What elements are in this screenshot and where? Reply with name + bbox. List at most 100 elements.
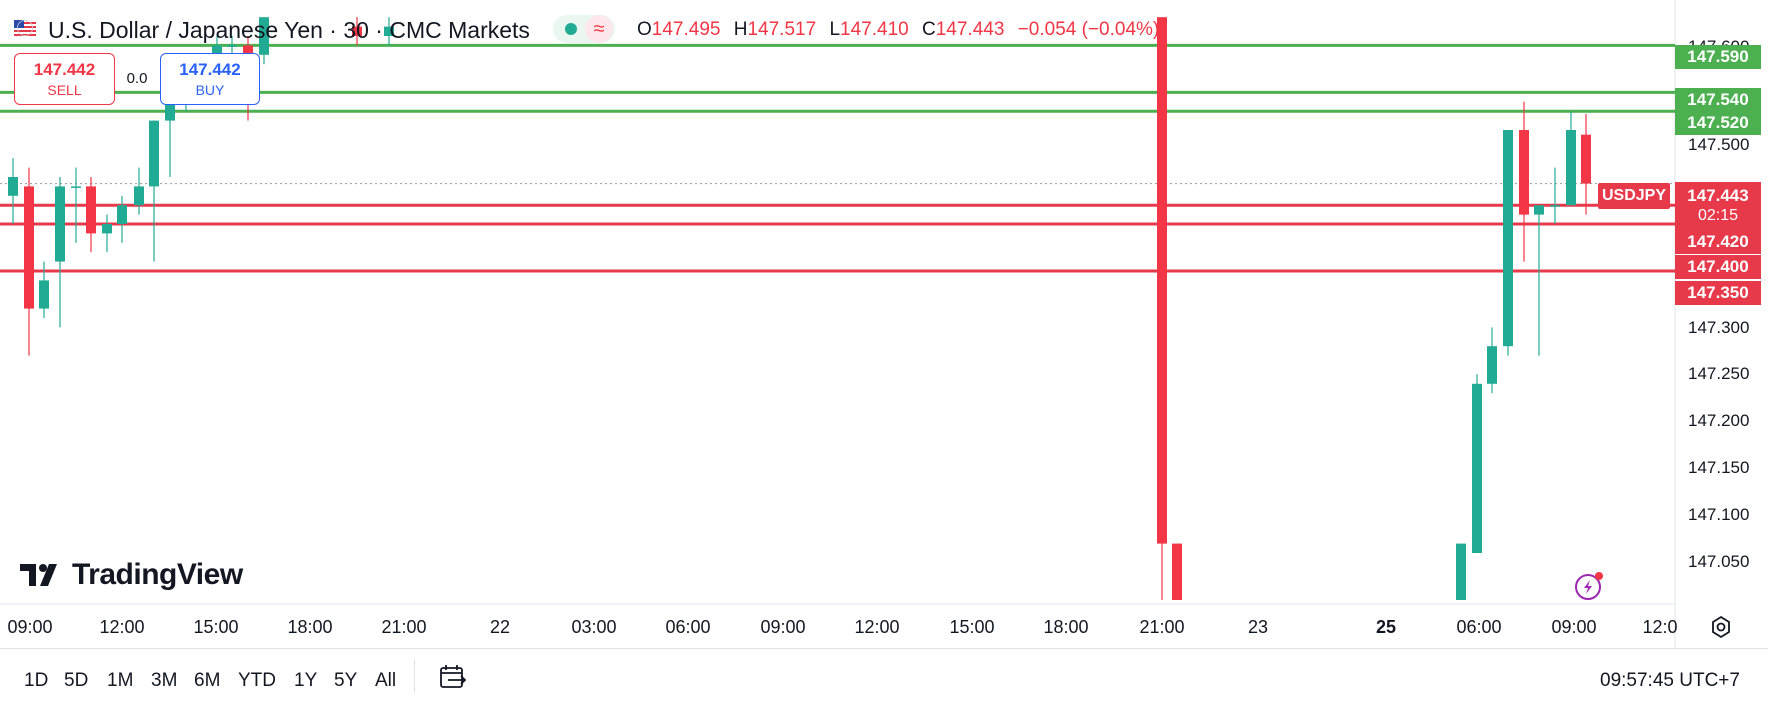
lightning-bolt-icon[interactable] xyxy=(1574,571,1604,601)
time-axis-label: 15:00 xyxy=(193,617,239,637)
change-value: −0.054 (−0.04%) xyxy=(1017,19,1160,40)
support-level-tag[interactable]: 147.350 xyxy=(1675,281,1761,305)
symbol-title[interactable]: U.S. Dollar / Japanese Yen · 30 · CMC Ma… xyxy=(48,17,530,43)
candle-body xyxy=(102,224,112,234)
candle-body xyxy=(1503,130,1513,347)
go-to-date-icon[interactable] xyxy=(438,663,468,691)
time-axis-label: 22 xyxy=(489,617,511,637)
timezone-clock[interactable]: 09:57:45 UTC+7 xyxy=(1600,670,1740,691)
gear-icon[interactable] xyxy=(1708,614,1734,640)
price-axis-label: 147.100 xyxy=(1688,505,1750,524)
resistance-level-tag[interactable]: 147.520 xyxy=(1675,111,1761,135)
range-button-5y[interactable]: 5Y xyxy=(334,670,358,691)
symbol-price-label: USDJPY xyxy=(1598,183,1670,209)
range-button-1m[interactable]: 1M xyxy=(107,670,134,691)
candle-body xyxy=(1487,346,1497,384)
close-label: C xyxy=(922,19,936,40)
high-label: H xyxy=(733,19,748,40)
time-axis-label: 09:00 xyxy=(1551,617,1597,637)
resistance-level-tag[interactable]: 147.590 xyxy=(1675,45,1761,69)
ohlc-legend: O147.495 H147.517 L147.410 C147.443 −0.0… xyxy=(637,19,1159,41)
open-value: 147.495 xyxy=(651,19,721,40)
candle-body xyxy=(1472,383,1482,553)
time-axis-label: 09:00 xyxy=(7,617,53,637)
market-open-dot-icon xyxy=(565,23,577,35)
close-value: 147.443 xyxy=(935,19,1005,40)
candle-body xyxy=(1157,17,1167,544)
chart-header: U.S. Dollar / Japanese Yen · 30 · CMC Ma… xyxy=(0,0,1675,48)
candle-body xyxy=(259,17,269,55)
horizontal-levels xyxy=(0,43,1675,273)
candle-body xyxy=(1566,130,1576,206)
candle-body xyxy=(71,186,81,188)
candle-body xyxy=(24,186,34,309)
market-status[interactable]: ≈ xyxy=(553,15,615,43)
support-level-tag[interactable]: 147.400 xyxy=(1675,255,1761,279)
time-axis-label: 12:0 xyxy=(1642,617,1678,637)
candle-body xyxy=(39,280,49,309)
bar-countdown: 02:15 xyxy=(1697,207,1739,224)
range-button-6m[interactable]: 6M xyxy=(194,670,221,691)
time-axis-label: 15:00 xyxy=(949,617,995,637)
candle-body xyxy=(1550,205,1560,207)
range-button-ytd[interactable]: YTD xyxy=(238,670,276,691)
range-button-5d[interactable]: 5D xyxy=(64,670,89,691)
sell-label: SELL xyxy=(47,82,82,98)
us-flag-icon xyxy=(14,20,36,36)
time-axis-label: 06:00 xyxy=(1456,617,1502,637)
chart-pane[interactable] xyxy=(0,0,1768,648)
spread-value: 0.0 xyxy=(126,70,148,87)
candle-body xyxy=(227,45,237,47)
range-button-3m[interactable]: 3M xyxy=(151,670,178,691)
candle-body xyxy=(352,26,362,36)
open-label: O xyxy=(637,19,652,40)
price-axis-label: 147.300 xyxy=(1688,318,1750,337)
current-price-tag: 147.443 02:15 xyxy=(1675,182,1761,230)
price-axis-label: 147.150 xyxy=(1688,458,1750,477)
candle-body xyxy=(8,177,18,196)
toolbar-divider xyxy=(414,659,415,693)
time-axis-label: 18:00 xyxy=(287,617,333,637)
tradingview-logo-icon xyxy=(20,564,57,586)
price-axis-label: 147.200 xyxy=(1688,411,1750,430)
candle-body xyxy=(384,26,394,36)
candle-body xyxy=(243,45,253,55)
candle-body xyxy=(212,45,222,55)
resistance-level-tag[interactable]: 147.540 xyxy=(1675,88,1761,112)
sell-button[interactable]: 147.442 SELL xyxy=(14,53,115,105)
data-delay-icon[interactable]: ≈ xyxy=(585,15,613,43)
time-axis-label: 21:00 xyxy=(1139,617,1185,637)
candle-body xyxy=(1581,134,1591,184)
range-button-1d[interactable]: 1D xyxy=(24,670,49,691)
candle-body xyxy=(134,186,144,206)
tradingview-logo[interactable]: TradingView xyxy=(20,558,243,592)
time-axis-label: 03:00 xyxy=(571,617,617,637)
candle-body xyxy=(1534,205,1544,215)
candle-body xyxy=(117,205,127,224)
range-button-1y[interactable]: 1Y xyxy=(294,670,318,691)
range-button-all[interactable]: All xyxy=(375,670,397,691)
candle-body xyxy=(1519,130,1529,215)
buy-button[interactable]: 147.442 BUY xyxy=(160,53,260,105)
high-value: 147.517 xyxy=(747,19,817,40)
time-axis-label: 21:00 xyxy=(381,617,427,637)
candle-body xyxy=(86,186,96,234)
current-price: 147.443 xyxy=(1687,186,1749,205)
time-axis-label: 12:00 xyxy=(854,617,900,637)
time-axis-label: 23 xyxy=(1247,617,1269,637)
candle-body xyxy=(1172,543,1182,600)
time-axis-label: 12:00 xyxy=(99,617,145,637)
candle-body xyxy=(149,120,159,187)
buy-price: 147.442 xyxy=(179,60,241,79)
candle-body xyxy=(55,186,65,262)
low-label: L xyxy=(829,19,841,40)
bottom-toolbar xyxy=(0,648,1768,706)
time-axis-label: 06:00 xyxy=(665,617,711,637)
price-axis-label: 147.050 xyxy=(1688,552,1750,571)
low-value: 147.410 xyxy=(840,19,909,40)
support-level-tag[interactable]: 147.420 xyxy=(1675,230,1761,254)
candle-body xyxy=(1456,543,1466,600)
time-axis-label: 18:00 xyxy=(1043,617,1089,637)
buy-label: BUY xyxy=(195,82,225,98)
tradingview-logo-text: TradingView xyxy=(72,558,243,591)
